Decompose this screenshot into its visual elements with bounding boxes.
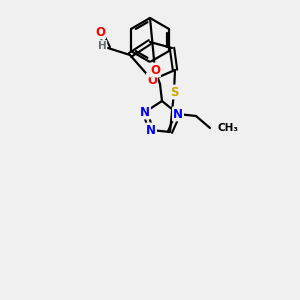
Text: O: O — [150, 64, 160, 76]
Text: N: N — [140, 106, 150, 118]
Text: N: N — [146, 124, 156, 136]
Text: CH₃: CH₃ — [218, 123, 239, 133]
Text: H: H — [98, 41, 106, 51]
Text: O: O — [95, 26, 105, 38]
Text: N: N — [173, 107, 183, 121]
Text: S: S — [170, 85, 178, 98]
Text: O: O — [147, 74, 157, 86]
